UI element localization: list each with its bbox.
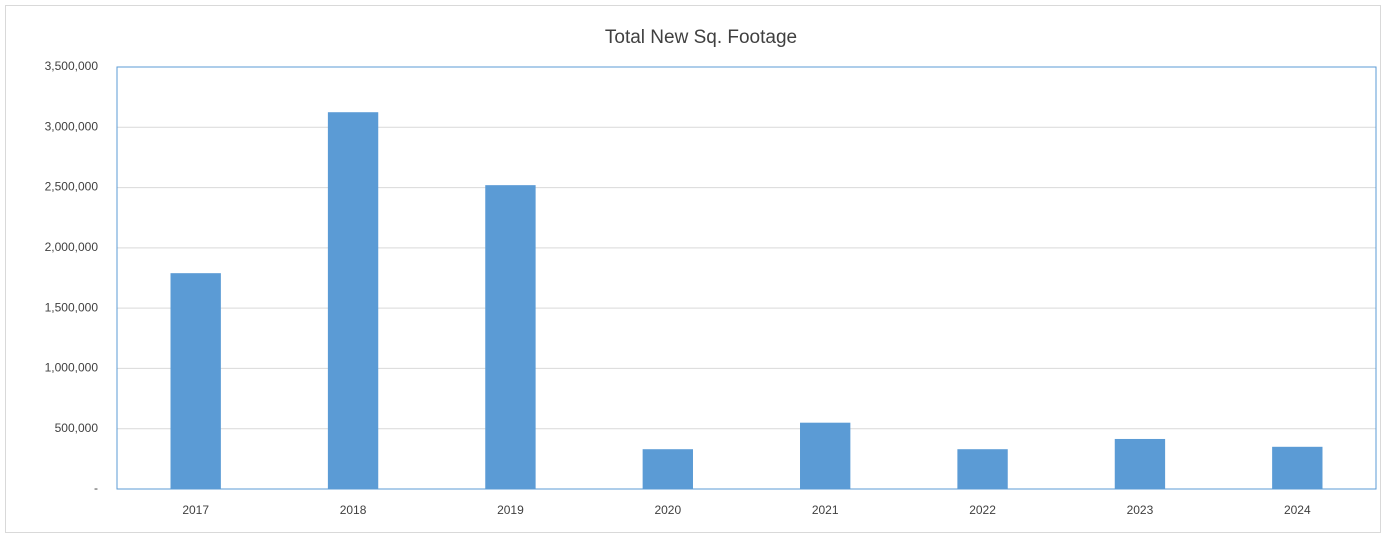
bar: [800, 422, 851, 489]
bar: [485, 185, 536, 489]
bar: [957, 449, 1008, 489]
bar: [1272, 446, 1323, 489]
bar: [1114, 438, 1166, 489]
y-tick-label: 2,500,000: [45, 180, 99, 194]
x-tick-label: 2019: [497, 503, 524, 517]
bar: [327, 112, 379, 489]
bar: [170, 273, 221, 489]
y-tick-label: 2,000,000: [45, 240, 99, 254]
y-tick-label: 3,500,000: [45, 59, 99, 73]
bar: [642, 449, 693, 489]
x-tick-label: 2018: [340, 503, 367, 517]
x-tick-label: 2024: [1284, 503, 1311, 517]
x-tick-label: 2022: [969, 503, 996, 517]
y-tick-label: 1,500,000: [45, 300, 99, 314]
x-tick-label: 2021: [812, 503, 839, 517]
x-tick-label: 2020: [654, 503, 681, 517]
y-tick-label: 3,000,000: [45, 119, 99, 133]
y-tick-label: 500,000: [55, 421, 99, 435]
x-tick-label: 2023: [1127, 503, 1154, 517]
x-tick-label: 2017: [182, 503, 209, 517]
chart-title: Total New Sq. Footage: [605, 27, 797, 48]
y-tick-label: -: [94, 481, 98, 495]
y-tick-label: 1,000,000: [45, 361, 99, 375]
plot-border: [116, 66, 1377, 490]
